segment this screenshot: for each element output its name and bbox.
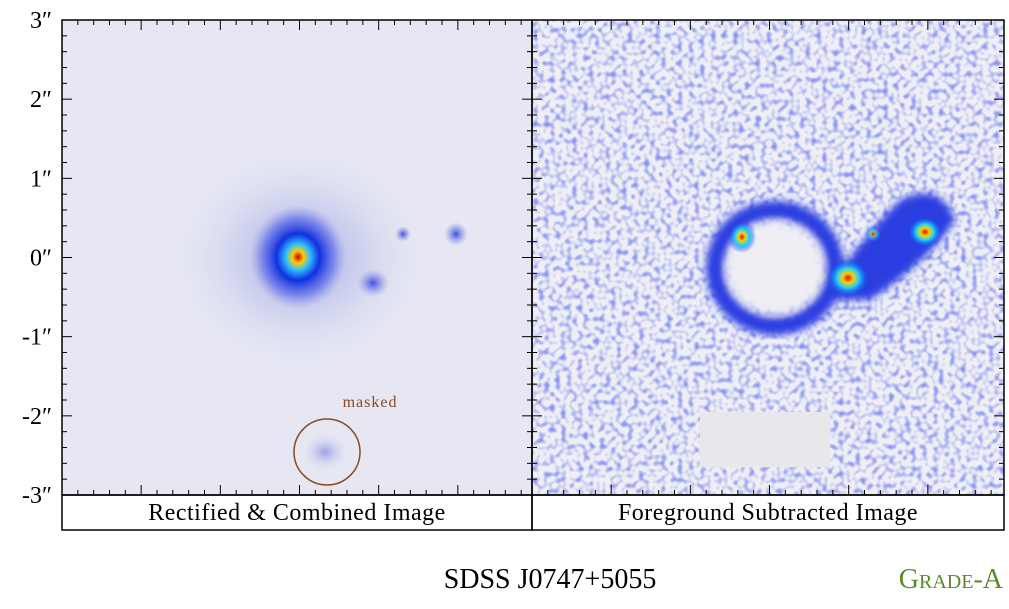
- mask-circle: [293, 418, 361, 486]
- panel-caption: Foreground Subtracted Image: [618, 500, 918, 526]
- grade: Grade-A: [899, 564, 1004, 595]
- panel-caption: Rectified & Combined Image: [148, 500, 446, 526]
- right-image: [532, 20, 1004, 495]
- y-tick-label: -2″: [22, 404, 52, 430]
- y-tick-label: -1″: [22, 325, 52, 351]
- y-tick-label: 1″: [30, 166, 52, 192]
- y-tick-label: 0″: [30, 246, 52, 272]
- ticks: [62, 19, 1004, 496]
- y-tick-label: 2″: [30, 87, 52, 113]
- annotation: masked: [343, 394, 398, 411]
- y-tick-label: 3″: [30, 8, 52, 34]
- y-tick-label: -3″: [22, 483, 52, 509]
- figure-title: SDSS J0747+5055: [444, 564, 657, 595]
- left-image: masked: [62, 20, 532, 495]
